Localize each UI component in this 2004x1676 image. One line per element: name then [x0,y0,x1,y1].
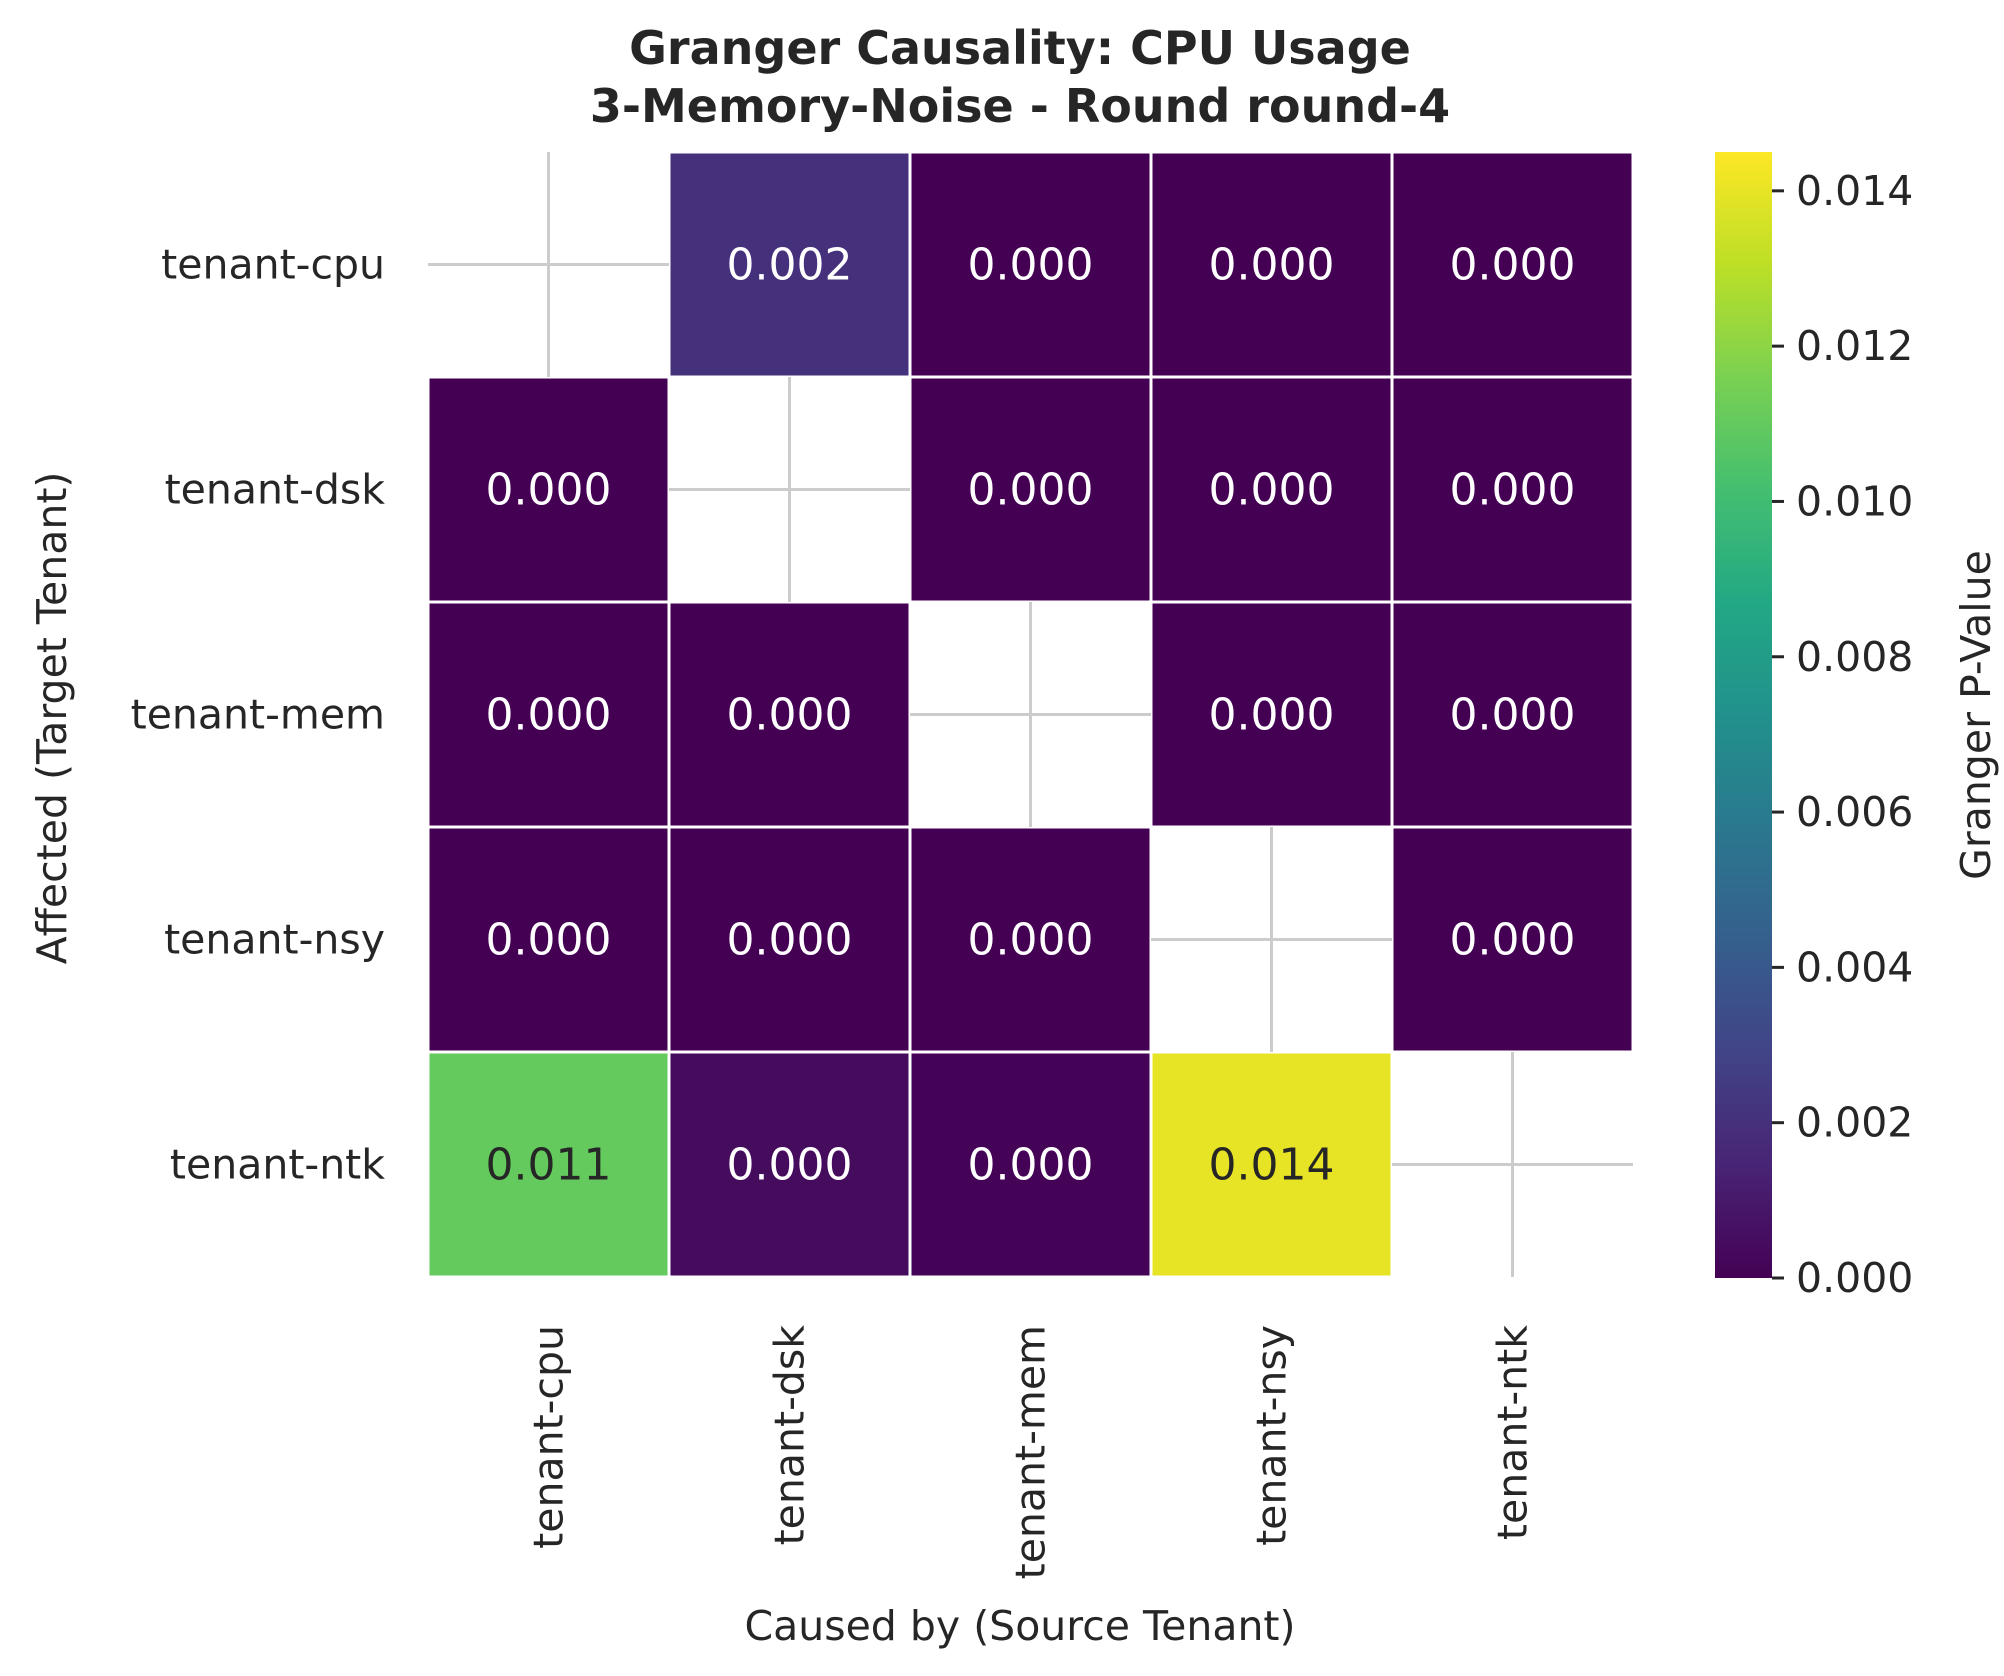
heatmap-cell [1149,150,1394,379]
colorbar-tick-label: 0.014 [1796,167,1913,215]
cell-value-label: 0.011 [486,1140,612,1191]
y-tick-label: tenant-dsk [165,466,386,514]
cell-value-label: 0.014 [1209,1140,1335,1191]
cell-value-label: 0.000 [968,465,1094,516]
masked-cell-cross [910,602,1151,827]
cell-value-label: 0.000 [486,690,612,741]
heatmap-cells [426,150,1635,1279]
heatmap-cell [1390,150,1635,379]
cell-value-label: 0.000 [727,915,853,966]
colorbar-tick-label: 0.004 [1796,943,1913,991]
colorbar-tick-label: 0.000 [1796,1254,1913,1302]
x-tick-label: tenant-dsk [766,1325,814,1546]
masked-cell-cross [1151,827,1392,1052]
heatmap-cell [908,150,1153,379]
chart-subtitle: 3-Memory-Noise - Round round-4 [590,79,1450,133]
heatmap-cell [426,1050,671,1279]
heatmap-cell [1390,600,1635,829]
x-axis-ticks: tenant-cpu tenant-dsk tenant-mem tenant-nsy… [525,1325,1537,1580]
colorbar-tick-label: 0.010 [1796,477,1913,525]
cell-value-label: 0.000 [727,1140,853,1191]
x-axis-label: Caused by (Source Tenant) [744,1602,1295,1650]
x-tick-label: tenant-mem [1007,1325,1055,1579]
heatmap-cell [667,1050,912,1279]
cell-value-label: 0.000 [1450,690,1576,741]
colorbar-label: Granger P-Value [1952,550,2000,880]
cell-value-label: 0.000 [968,240,1094,291]
cell-value-label: 0.000 [968,915,1094,966]
cell-value-label: 0.000 [1450,465,1576,516]
y-tick-label: tenant-ntk [170,1141,385,1189]
cell-value-label: 0.000 [1450,240,1576,291]
cell-value-label: 0.000 [968,1140,1094,1191]
cell-value-label: 0.000 [1209,240,1335,291]
x-tick-label: tenant-nsy [1248,1325,1296,1546]
y-axis-label: Affected (Target Tenant) [28,472,76,965]
heatmap-cell [667,825,912,1054]
heatmap-cell [426,375,671,604]
cell-value-label: 0.000 [1209,465,1335,516]
colorbar [1715,152,1772,1278]
heatmap-cell [1149,1050,1394,1279]
cell-value-label: 0.000 [1450,915,1576,966]
x-tick-label: tenant-ntk [1489,1325,1537,1540]
heatmap-cell [908,1050,1153,1279]
y-tick-label: tenant-nsy [164,916,385,964]
y-tick-label: tenant-mem [131,691,385,739]
cell-value-label: 0.000 [486,465,612,516]
heatmap-cell [1390,375,1635,604]
masked-cell-cross [428,152,669,377]
colorbar-tick-label: 0.008 [1796,633,1913,681]
cell-value-label: 0.000 [727,690,853,741]
y-tick-label: tenant-cpu [161,241,385,289]
colorbar-tick-label: 0.006 [1796,788,1913,836]
cell-value-label: 0.000 [1209,690,1335,741]
y-axis-ticks: tenant-cpu tenant-dsk tenant-mem tenant-nsy… [131,241,386,1189]
cell-annotations: 0.002 0.000 0.000 0.000 0.000 0.000 0.000 0.000… [486,240,1576,1191]
colorbar-tick-label: 0.002 [1796,1099,1913,1147]
colorbar-ticks: 0.000 0.002 0.004 0.006 0.008 0.010 0.012 0.014 [1772,167,1913,1302]
heatmap-cell [667,600,912,829]
cell-value-label: 0.002 [727,240,853,291]
cell-value-label: 0.000 [486,915,612,966]
heatmap-cell [426,825,671,1054]
masked-cell-cross [669,377,910,602]
masked-cells [428,152,1633,1277]
x-tick-label: tenant-cpu [525,1325,573,1549]
heatmap-cell [908,375,1153,604]
colorbar-tick-label: 0.012 [1796,322,1913,370]
heatmap-cell [667,150,912,379]
masked-cell-cross [1392,1052,1633,1277]
chart-title: Granger Causality: CPU Usage [629,21,1411,75]
